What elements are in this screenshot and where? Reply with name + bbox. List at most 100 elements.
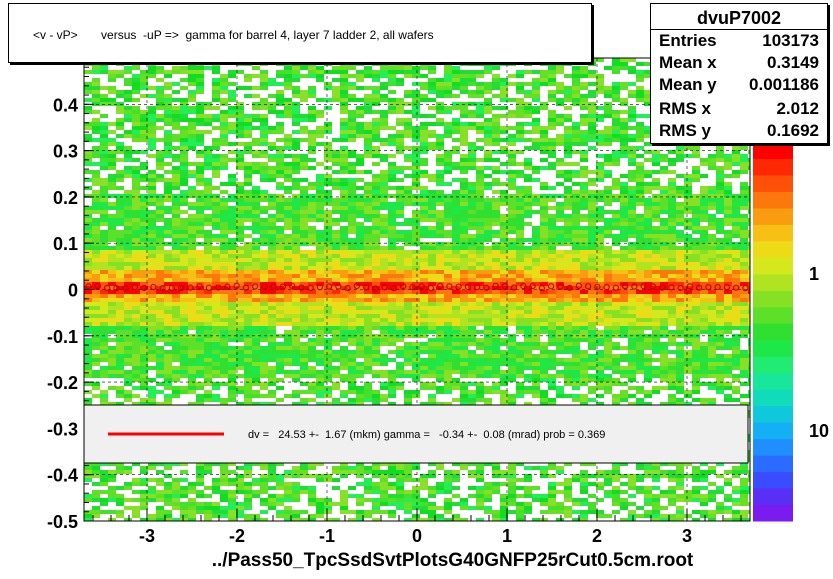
heat-cell [644, 278, 652, 282]
heat-cell [644, 242, 652, 246]
heat-cell [660, 174, 668, 178]
heat-cell [452, 162, 460, 166]
heat-cell [724, 290, 732, 294]
heat-cell [212, 162, 220, 166]
heat-cell [396, 234, 404, 238]
heat-cell [164, 174, 172, 178]
heat-cell [436, 266, 444, 270]
heat-cell [332, 262, 340, 266]
heat-cell [148, 190, 156, 194]
heat-cell [532, 258, 540, 262]
heat-cell [396, 86, 404, 90]
heat-cell [612, 186, 620, 190]
heat-cell [404, 254, 412, 258]
heat-cell [660, 226, 668, 230]
heat-cell [420, 118, 428, 122]
heat-cell [516, 62, 524, 66]
heat-cell [404, 194, 412, 198]
heat-cell [644, 118, 652, 122]
heat-cell [332, 190, 340, 194]
heat-cell [428, 154, 436, 158]
heat-cell [156, 106, 164, 110]
heat-cell [340, 78, 348, 82]
heat-cell [572, 266, 580, 270]
heat-cell [508, 62, 516, 66]
heat-cell [140, 210, 148, 214]
heat-cell [284, 270, 292, 274]
heat-cell [348, 94, 356, 98]
heat-cell [348, 254, 356, 258]
heat-cell [404, 110, 412, 114]
heat-cell [244, 198, 252, 202]
heat-cell [204, 242, 212, 246]
heat-cell [460, 190, 468, 194]
heat-cell [108, 206, 116, 210]
heat-cell [388, 238, 396, 242]
heat-cell [540, 226, 548, 230]
heat-cell [236, 82, 244, 86]
heat-cell [340, 194, 348, 198]
heat-cell [124, 174, 132, 178]
heat-cell [228, 154, 236, 158]
heat-cell [604, 190, 612, 194]
heat-cell [140, 130, 148, 134]
heat-cell [236, 106, 244, 110]
heat-cell [500, 62, 508, 66]
heat-cell [268, 186, 276, 190]
heat-cell [484, 190, 492, 194]
heat-cell [172, 242, 180, 246]
heat-cell [84, 150, 92, 154]
heat-cell [396, 294, 404, 298]
heat-cell [100, 110, 108, 114]
heat-cell [108, 122, 116, 126]
heat-cell [588, 82, 596, 86]
heat-cell [340, 66, 348, 70]
heat-cell [508, 146, 516, 150]
heat-cell [460, 66, 468, 70]
heat-cell [348, 78, 356, 82]
heat-cell [588, 202, 596, 206]
heat-cell [620, 98, 628, 102]
heat-cell [92, 234, 100, 238]
heat-cell [420, 202, 428, 206]
heat-cell [220, 146, 228, 150]
heat-cell [476, 114, 484, 118]
heat-cell [580, 254, 588, 258]
heat-cell [204, 114, 212, 118]
heat-cell [92, 166, 100, 170]
heat-cell [700, 258, 708, 262]
heat-cell [92, 202, 100, 206]
heat-cell [196, 126, 204, 130]
heat-cell [372, 222, 380, 226]
heat-cell [444, 186, 452, 190]
heat-cell [716, 238, 724, 242]
heat-cell [516, 206, 524, 210]
heat-cell [708, 206, 716, 210]
heat-cell [204, 230, 212, 234]
heat-cell [276, 254, 284, 258]
heat-cell [108, 82, 116, 86]
heat-cell [668, 242, 676, 246]
heat-cell [668, 246, 676, 250]
heat-cell [204, 202, 212, 206]
heat-cell [212, 238, 220, 242]
heat-cell [196, 78, 204, 82]
heat-cell [596, 178, 604, 182]
heat-cell [724, 262, 732, 266]
heat-cell [620, 154, 628, 158]
heat-cell [356, 74, 364, 78]
heat-cell [572, 278, 580, 282]
heat-cell [548, 150, 556, 154]
heat-cell [316, 202, 324, 206]
heat-cell [340, 206, 348, 210]
heat-cell [532, 274, 540, 278]
heat-cell [732, 150, 740, 154]
heat-cell [676, 206, 684, 210]
heat-cell [612, 194, 620, 198]
heat-cell [548, 266, 556, 270]
heat-cell [364, 198, 372, 202]
heat-cell [412, 278, 420, 282]
heat-cell [604, 238, 612, 242]
heat-cell [244, 94, 252, 98]
heat-cell [676, 142, 684, 146]
